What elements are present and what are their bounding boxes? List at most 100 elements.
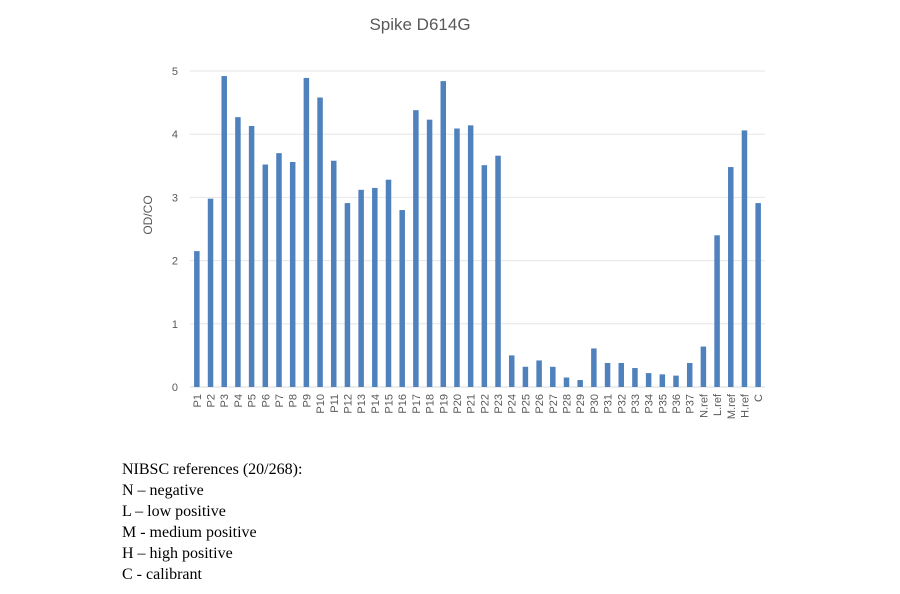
x-tick-label: P1 bbox=[192, 394, 204, 407]
bar-p24 bbox=[508, 355, 515, 387]
bar-p30 bbox=[591, 348, 597, 387]
y-tick-label: 5 bbox=[172, 66, 178, 78]
x-tick-label: P8 bbox=[288, 394, 300, 407]
bar-m-ref bbox=[728, 167, 734, 387]
x-tick-label: P35 bbox=[657, 394, 669, 414]
x-tick-label: P31 bbox=[603, 394, 615, 414]
x-tick-label: P25 bbox=[520, 394, 532, 414]
x-tick-label: P27 bbox=[548, 394, 560, 414]
x-tick-label: P14 bbox=[370, 394, 382, 414]
x-tick-label: N.ref bbox=[698, 393, 710, 418]
bars bbox=[194, 76, 761, 388]
y-axis-ticks: 0 1 2 3 4 5 bbox=[172, 66, 178, 394]
bar-p33 bbox=[632, 368, 638, 387]
x-tick-label: P12 bbox=[342, 394, 354, 414]
x-tick-label: P32 bbox=[616, 394, 628, 414]
gridlines bbox=[190, 70, 765, 388]
bar-p20 bbox=[454, 128, 460, 387]
x-tick-label: P24 bbox=[507, 394, 519, 414]
y-tick-label: 2 bbox=[172, 256, 178, 268]
bar-p23 bbox=[495, 155, 501, 387]
bar-p37 bbox=[686, 362, 693, 387]
bar-p4 bbox=[235, 117, 241, 388]
x-tick-label: P20 bbox=[452, 394, 464, 414]
x-tick-label: P21 bbox=[466, 394, 478, 414]
x-tick-label: H.ref bbox=[739, 393, 751, 418]
x-tick-label: P16 bbox=[397, 394, 409, 414]
bar-p18 bbox=[426, 119, 433, 387]
bar-p27 bbox=[550, 366, 556, 387]
bar-n-ref bbox=[700, 346, 707, 387]
reference-medium-positive: M - medium positive bbox=[122, 524, 257, 541]
x-tick-label: P6 bbox=[260, 394, 272, 407]
bar-p32 bbox=[618, 362, 624, 387]
bar-p31 bbox=[604, 362, 611, 387]
bar-p2 bbox=[207, 198, 214, 387]
reference-calibrant: C - calibrant bbox=[122, 566, 202, 583]
x-tick-label: P34 bbox=[644, 394, 656, 414]
x-tick-label: P11 bbox=[329, 394, 341, 413]
bar-p17 bbox=[413, 110, 419, 388]
bar-p35 bbox=[659, 374, 666, 387]
bar-p6 bbox=[262, 164, 269, 387]
bar-p26 bbox=[536, 360, 542, 387]
bar-p36 bbox=[673, 375, 679, 387]
x-tick-label: P30 bbox=[589, 394, 601, 414]
bar-p25 bbox=[522, 366, 529, 387]
bar-p29 bbox=[577, 380, 583, 387]
x-tick-label: P10 bbox=[315, 394, 327, 414]
y-tick-label: 0 bbox=[172, 382, 178, 394]
x-tick-label: P19 bbox=[438, 394, 450, 414]
x-tick-label: P4 bbox=[233, 394, 245, 407]
bar-p8 bbox=[289, 162, 296, 387]
reference-high-positive: H – high positive bbox=[122, 545, 233, 562]
x-tick-label: C bbox=[753, 394, 765, 402]
bar-p13 bbox=[358, 189, 364, 387]
x-tick-label: P36 bbox=[671, 394, 683, 414]
bar-p11 bbox=[331, 160, 337, 387]
y-axis-label: OD/CO bbox=[141, 195, 155, 234]
x-tick-label: P15 bbox=[384, 394, 396, 414]
x-tick-label: P13 bbox=[356, 394, 368, 414]
y-tick-label: 4 bbox=[172, 129, 178, 141]
x-tick-label: P9 bbox=[301, 394, 313, 407]
x-tick-label: P22 bbox=[479, 394, 491, 414]
x-tick-label: P17 bbox=[411, 394, 423, 414]
bar-p10 bbox=[317, 97, 323, 387]
x-tick-label: P2 bbox=[206, 394, 218, 407]
x-axis-ticks: P1 P2 P3 P4 P5 P6 P7 P8 P9 P10 P11 P12 P13 P14 P15 P16 P… bbox=[192, 393, 765, 419]
x-tick-label: L.ref bbox=[712, 393, 724, 416]
bar-p15 bbox=[385, 179, 392, 387]
y-tick-label: 1 bbox=[172, 319, 178, 331]
x-tick-label: P37 bbox=[685, 394, 697, 414]
bar-p28 bbox=[563, 377, 570, 387]
references-legend: NIBSC references (20/268): N – negative … bbox=[122, 459, 302, 585]
x-tick-label: P3 bbox=[219, 394, 231, 407]
bar-p5 bbox=[248, 125, 255, 387]
x-tick-label: P18 bbox=[425, 394, 437, 414]
bar-p34 bbox=[645, 373, 652, 387]
bar-p7 bbox=[276, 153, 282, 387]
bar-p21 bbox=[467, 125, 474, 388]
x-tick-label: P29 bbox=[575, 394, 587, 414]
chart-title: Spike D614G bbox=[369, 15, 470, 34]
references-heading: NIBSC references (20/268): bbox=[122, 461, 303, 478]
x-tick-label: P33 bbox=[630, 394, 642, 414]
bar-l-ref bbox=[714, 235, 720, 387]
x-tick-label: P7 bbox=[274, 394, 286, 407]
x-tick-label: P28 bbox=[561, 394, 573, 414]
x-tick-label: M.ref bbox=[726, 393, 738, 419]
bar-p3 bbox=[221, 76, 227, 387]
reference-negative: N – negative bbox=[122, 482, 204, 499]
bar-p1 bbox=[194, 251, 200, 387]
bar-p14 bbox=[372, 187, 378, 387]
x-tick-label: P26 bbox=[534, 394, 546, 414]
y-tick-label: 3 bbox=[172, 192, 178, 204]
bar-p16 bbox=[399, 210, 405, 387]
bar-p12 bbox=[344, 203, 351, 387]
bar-h-ref bbox=[741, 130, 748, 387]
x-tick-label: P23 bbox=[493, 394, 505, 414]
bar-c bbox=[755, 203, 761, 387]
bar-p9 bbox=[303, 77, 310, 388]
